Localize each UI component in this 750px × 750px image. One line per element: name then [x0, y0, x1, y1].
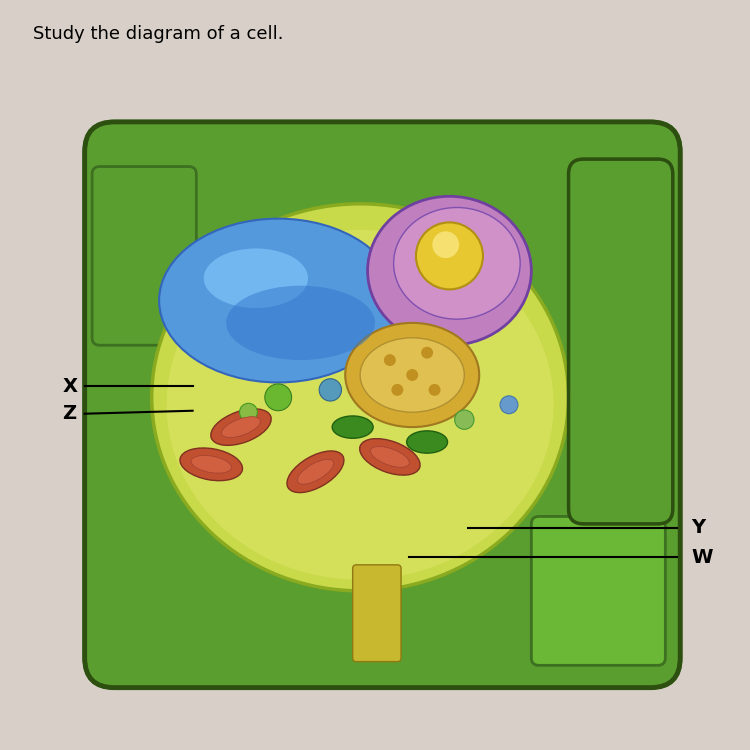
Ellipse shape [287, 451, 344, 493]
Circle shape [320, 379, 341, 401]
Ellipse shape [226, 286, 375, 360]
Circle shape [406, 369, 418, 381]
Circle shape [428, 384, 440, 396]
Ellipse shape [370, 446, 410, 467]
Text: X: X [62, 376, 77, 396]
Ellipse shape [406, 430, 448, 453]
Ellipse shape [332, 416, 374, 438]
Ellipse shape [360, 338, 464, 412]
Ellipse shape [211, 409, 272, 446]
Text: W: W [692, 548, 713, 567]
Ellipse shape [180, 448, 242, 481]
Ellipse shape [166, 230, 554, 580]
Circle shape [416, 223, 483, 290]
Circle shape [432, 231, 459, 258]
Circle shape [392, 384, 404, 396]
Circle shape [422, 346, 433, 358]
FancyBboxPatch shape [352, 565, 401, 662]
Ellipse shape [368, 196, 531, 345]
FancyBboxPatch shape [531, 517, 665, 665]
FancyBboxPatch shape [85, 122, 680, 688]
FancyBboxPatch shape [568, 159, 673, 524]
Ellipse shape [221, 417, 260, 437]
Circle shape [384, 354, 396, 366]
Circle shape [239, 404, 257, 422]
Text: Study the diagram of a cell.: Study the diagram of a cell. [32, 25, 283, 43]
Circle shape [500, 396, 518, 414]
Ellipse shape [394, 208, 520, 320]
Text: Y: Y [692, 518, 706, 537]
Ellipse shape [360, 439, 420, 476]
Circle shape [427, 390, 442, 405]
Circle shape [454, 410, 474, 429]
FancyBboxPatch shape [92, 166, 196, 345]
Ellipse shape [191, 455, 232, 473]
Circle shape [265, 384, 292, 411]
Ellipse shape [152, 204, 568, 591]
Ellipse shape [345, 323, 479, 427]
Ellipse shape [159, 219, 398, 382]
Ellipse shape [204, 248, 308, 308]
Ellipse shape [297, 459, 334, 484]
Text: Z: Z [62, 404, 76, 423]
